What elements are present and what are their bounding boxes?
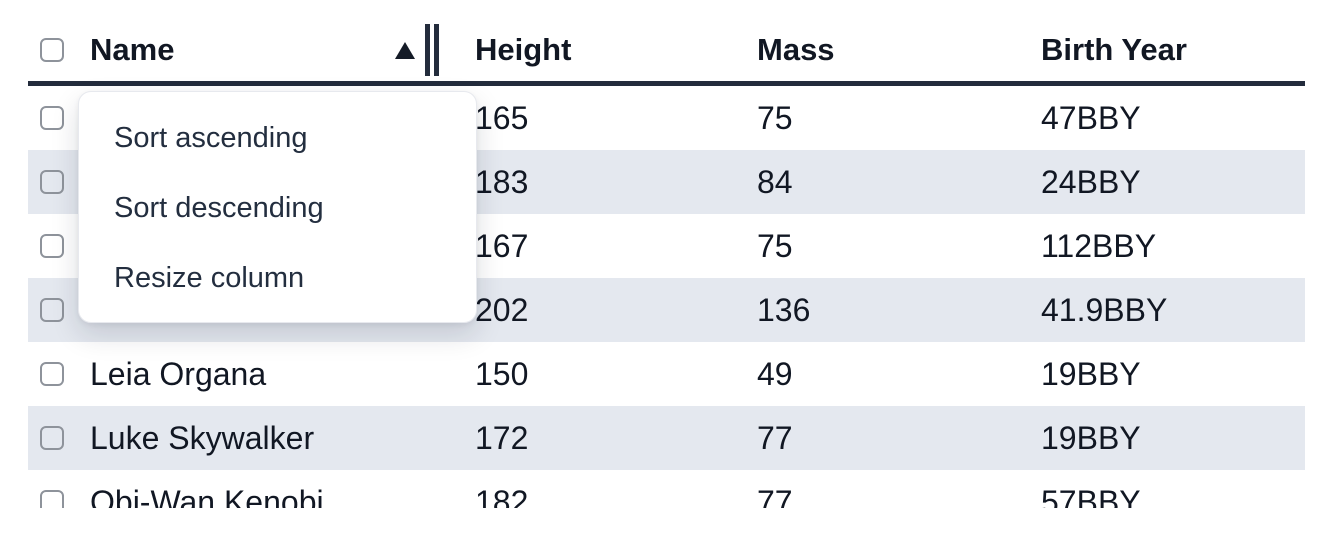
- cell-birth-year: 19BBY: [1041, 419, 1141, 456]
- sort-ascending-icon: [395, 42, 415, 59]
- cell-height: 172: [475, 419, 529, 456]
- row-checkbox-cell: [28, 298, 78, 322]
- table-row: Luke Skywalker 172 77 19BBY: [28, 406, 1305, 470]
- cell-mass: 77: [757, 419, 793, 456]
- column-context-menu: Sort ascending Sort descending Resize co…: [78, 91, 477, 323]
- row-checkbox-cell: [28, 490, 78, 508]
- column-header-name[interactable]: Name: [78, 0, 463, 81]
- cell-birth-year: 24BBY: [1041, 163, 1141, 200]
- row-checkbox[interactable]: [40, 362, 64, 386]
- cell-name: Obi-Wan Kenobi: [90, 483, 324, 509]
- table-row: 165 75 47BBY: [28, 86, 1305, 150]
- cell-mass: 77: [757, 483, 793, 509]
- row-checkbox-cell: [28, 106, 78, 130]
- cell-height: 165: [475, 99, 529, 136]
- cell-birth-year: 41.9BBY: [1041, 291, 1168, 328]
- table-row: 167 75 112BBY: [28, 214, 1305, 278]
- cell-birth-year: 112BBY: [1041, 227, 1157, 264]
- row-checkbox-cell: [28, 234, 78, 258]
- menu-item-resize-column[interactable]: Resize column: [114, 261, 305, 294]
- cell-height: 202: [475, 291, 529, 328]
- cell-height: 150: [475, 355, 529, 392]
- menu-item-sort-descending[interactable]: Sort descending: [114, 191, 324, 224]
- cell-mass: 84: [757, 163, 793, 200]
- column-header-birth-year[interactable]: Birth Year: [1041, 32, 1187, 67]
- cell-name: Luke Skywalker: [90, 419, 315, 456]
- table-row: Obi-Wan Kenobi 182 77 57BBY: [28, 470, 1305, 508]
- table-header-row: Name Height Mass Birth Year: [28, 0, 1305, 86]
- table-row: Leia Organa 150 49 19BBY: [28, 342, 1305, 406]
- row-checkbox-cell: [28, 426, 78, 450]
- row-checkbox[interactable]: [40, 106, 64, 130]
- cell-mass: 75: [757, 99, 793, 136]
- cell-height: 183: [475, 163, 529, 200]
- row-checkbox[interactable]: [40, 170, 64, 194]
- row-checkbox[interactable]: [40, 426, 64, 450]
- cell-mass: 75: [757, 227, 793, 264]
- row-checkbox[interactable]: [40, 490, 64, 508]
- column-header-height[interactable]: Height: [475, 32, 572, 67]
- row-checkbox[interactable]: [40, 234, 64, 258]
- column-header-mass[interactable]: Mass: [757, 32, 835, 67]
- row-checkbox-cell: [28, 170, 78, 194]
- cell-height: 182: [475, 483, 529, 509]
- select-all-checkbox[interactable]: [40, 38, 64, 62]
- cell-birth-year: 57BBY: [1041, 483, 1141, 509]
- row-checkbox[interactable]: [40, 298, 64, 322]
- row-checkbox-cell: [28, 362, 78, 386]
- cell-mass: 49: [757, 355, 793, 392]
- column-resize-handle-icon[interactable]: [425, 24, 439, 76]
- cell-name: Leia Organa: [90, 355, 267, 392]
- cell-height: 167: [475, 227, 529, 264]
- cell-birth-year: 47BBY: [1041, 99, 1141, 136]
- cell-birth-year: 19BBY: [1041, 355, 1141, 392]
- column-header-name-label: Name: [90, 32, 175, 67]
- menu-item-sort-ascending[interactable]: Sort ascending: [114, 121, 308, 154]
- cell-mass: 136: [757, 291, 811, 328]
- select-all-cell: [28, 0, 78, 81]
